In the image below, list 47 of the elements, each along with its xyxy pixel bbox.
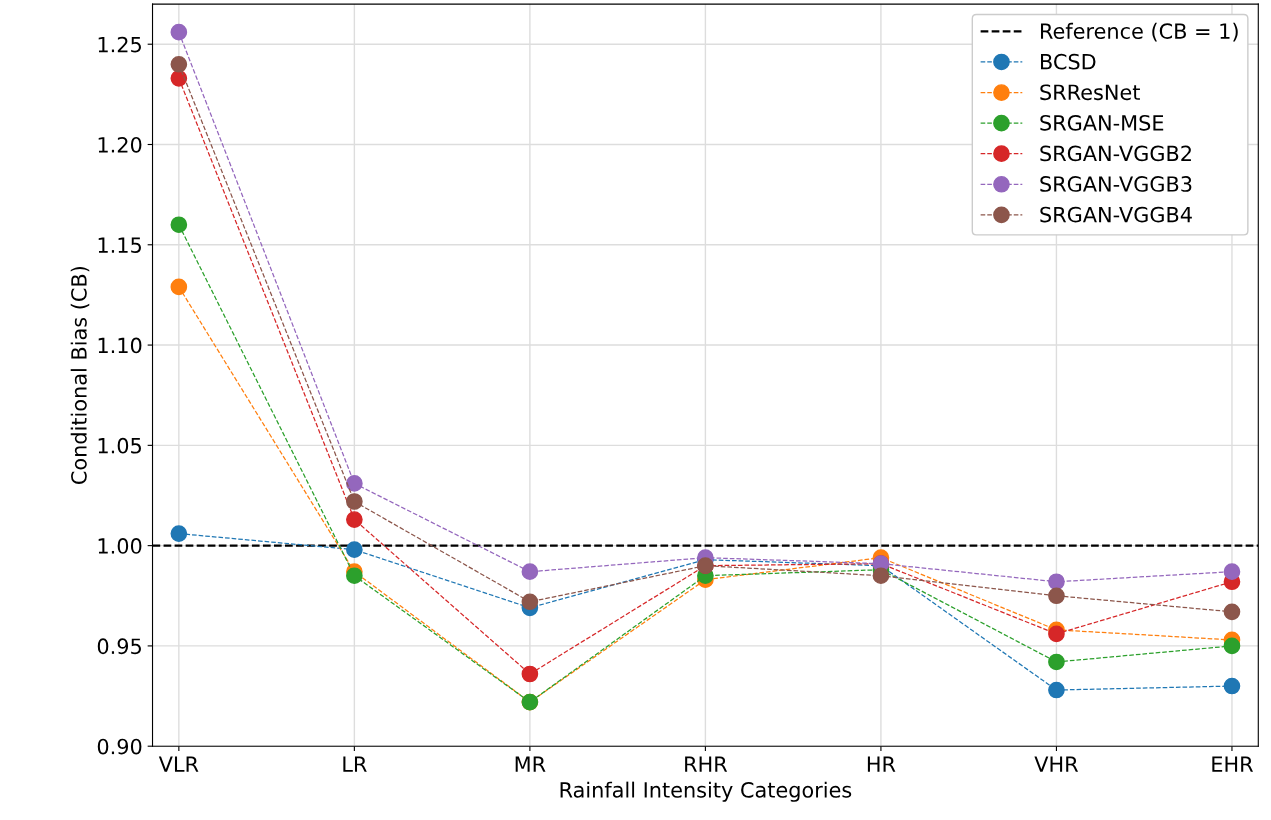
point [346,541,363,558]
point [346,511,363,528]
point [872,567,890,585]
legend-label: SRResNet [1040,84,1140,101]
point [346,493,363,510]
y-tick-label: 1.15 [98,237,141,253]
point [521,593,539,611]
point [1223,677,1241,695]
point [346,475,363,492]
point [521,665,539,683]
point [346,567,363,585]
point [1048,681,1065,699]
x-tick-label: LR [343,756,367,772]
legend-label: SRGAN-VGGB2 [1040,145,1191,162]
legend-label: SRGAN-MSE [1040,114,1164,131]
legend-label: Reference (CB = 1) [1041,22,1238,42]
point [1223,637,1241,655]
y-tick-label: 0.90 [97,738,142,755]
y-tick-label: 1.10 [98,337,142,354]
x-tick-label: MR [515,756,546,772]
y-tick-label: 1.00 [98,538,142,554]
point [1223,603,1241,621]
legend-label: BCSD [1041,53,1096,70]
x-tick-label: HR [867,756,896,772]
legend-label: SRGAN-VGGB4 [1040,206,1192,223]
point [170,23,188,41]
y-tick-label: 1.05 [98,437,141,454]
point [1223,563,1241,581]
x-tick-label: RHR [685,756,728,772]
point [521,563,539,581]
point [1048,625,1065,643]
legend-label: SRGAN-VGGB3 [1040,176,1192,192]
point [170,55,188,73]
x-tick-label: EHR [1212,756,1254,772]
point [170,216,188,234]
y-axis-title: Conditional Bias (CB) [70,266,90,484]
point [170,278,188,296]
point [1048,653,1065,671]
x-tick-label: VHR [1034,756,1079,772]
x-tick-label: VLR [158,756,199,772]
y-tick-label: 1.25 [98,36,141,53]
y-tick-label: 0.95 [97,638,141,655]
point [1048,587,1065,605]
point [170,525,188,542]
y-tick-label: 1.20 [98,136,142,153]
x-axis-title: Rainfall Intensity Categories [560,781,852,802]
point [1048,573,1065,591]
